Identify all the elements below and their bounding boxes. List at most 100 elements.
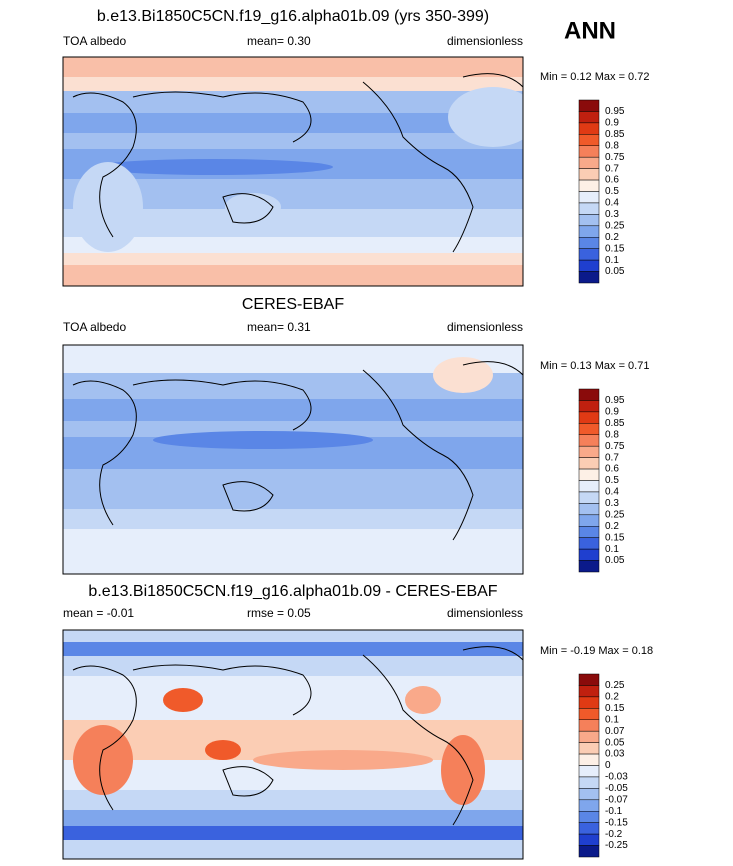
colorbar-box: [578, 480, 600, 493]
colorbar-label: 0.4: [605, 487, 619, 498]
colorbar-box: [578, 788, 600, 801]
colorbar-box: [578, 468, 600, 481]
colorbar-label: 0.7: [605, 452, 619, 463]
colorbar-label: 0.25: [605, 680, 625, 691]
colorbar-box: [578, 765, 600, 778]
colorbar-box: [578, 156, 600, 169]
subtitle-left: TOA albedo: [63, 320, 126, 334]
colorbar-label: 0.5: [605, 475, 619, 486]
colorbar-box: [578, 259, 600, 272]
colorbar-label: -0.15: [605, 817, 628, 828]
colorbar-box: [578, 730, 600, 743]
colorbar-box: [578, 99, 600, 112]
colorbar-label: 0.8: [605, 429, 619, 440]
panel-title: b.e13.Bi1850C5CN.f19_g16.alpha01b.09 - C…: [88, 583, 497, 600]
colorbar-box: [578, 526, 600, 538]
map-frame: [62, 344, 524, 575]
subtitle-center: rmse = 0.05: [247, 606, 311, 620]
colorbar-box: [578, 560, 600, 573]
colorbar-box: [578, 685, 600, 698]
subtitle-right: dimensionless: [447, 34, 523, 48]
colorbar-box: [578, 168, 600, 181]
colorbar-label: 0.75: [605, 441, 625, 452]
colorbar-box: [578, 548, 600, 561]
colorbar-box: [578, 708, 600, 720]
colorbar-label: 0.75: [605, 152, 625, 163]
subtitle-left: mean = -0.01: [63, 606, 134, 620]
colorbar-label: -0.05: [605, 783, 628, 794]
min-max: Min = -0.19 Max = 0.18: [540, 645, 653, 657]
colorbar-box: [578, 537, 600, 550]
panel-title: CERES-EBAF: [242, 296, 344, 313]
colorbar-label: 0: [605, 760, 611, 771]
colorbar-label: 0.9: [605, 407, 619, 418]
colorbar-label: 0.6: [605, 175, 619, 186]
colorbar-box: [578, 122, 600, 135]
colorbar-label: 0.7: [605, 163, 619, 174]
colorbar-box: [578, 811, 600, 823]
colorbar-box: [578, 753, 600, 766]
colorbar-label: 0.03: [605, 749, 625, 760]
subtitle-right: dimensionless: [447, 606, 523, 620]
colorbar-label: 0.8: [605, 140, 619, 151]
colorbar-label: 0.85: [605, 129, 625, 140]
colorbar-box: [578, 202, 600, 215]
colorbar-label: -0.03: [605, 772, 628, 783]
map: [63, 630, 523, 859]
colorbar-label: 0.1: [605, 255, 619, 266]
colorbar-label: 0.2: [605, 521, 619, 532]
colorbar-box: [578, 742, 600, 755]
season-label: ANN: [564, 17, 616, 44]
map-frame: [62, 56, 524, 287]
colorbar-label: 0.15: [605, 532, 625, 543]
colorbar-box: [578, 673, 600, 686]
colorbar-label: 0.25: [605, 509, 625, 520]
colorbar-box: [578, 145, 600, 158]
colorbar-box: [578, 111, 600, 124]
colorbar-label: 0.9: [605, 118, 619, 129]
map: [63, 57, 523, 286]
colorbar-label: 0.5: [605, 186, 619, 197]
colorbar-label: 0.3: [605, 498, 619, 509]
colorbar-label: 0.6: [605, 464, 619, 475]
colorbar-box: [578, 822, 600, 835]
colorbar-label: 0.1: [605, 544, 619, 555]
colorbar-box: [578, 799, 600, 812]
colorbar-label: 0.4: [605, 198, 619, 209]
colorbar-box: [578, 388, 600, 401]
map: [63, 345, 523, 574]
colorbar-label: 0.95: [605, 395, 625, 406]
colorbar-label: 0.85: [605, 418, 625, 429]
colorbar-box: [578, 696, 600, 709]
colorbar-box: [578, 237, 600, 249]
colorbar-label: 0.15: [605, 703, 625, 714]
colorbar-box: [578, 833, 600, 846]
colorbar-label: 0.05: [605, 555, 625, 566]
colorbar-box: [578, 225, 600, 238]
colorbar-box: [578, 845, 600, 858]
colorbar-label: 0.1: [605, 714, 619, 725]
colorbar-label: -0.25: [605, 840, 628, 851]
colorbar-label: -0.2: [605, 829, 623, 840]
colorbar-label: -0.07: [605, 794, 628, 805]
colorbar-label: 0.15: [605, 243, 625, 254]
colorbar-label: 0.07: [605, 726, 625, 737]
colorbar-box: [578, 271, 600, 284]
colorbar-box: [578, 400, 600, 413]
colorbar-box: [578, 503, 600, 516]
colorbar-box: [578, 719, 600, 732]
colorbar-box: [578, 179, 600, 192]
colorbar-box: [578, 434, 600, 447]
colorbar-box: [578, 191, 600, 204]
colorbar-box: [578, 248, 600, 261]
subtitle-left: TOA albedo: [63, 34, 126, 48]
colorbar-box: [578, 214, 600, 227]
colorbar-box: [578, 514, 600, 527]
subtitle-right: dimensionless: [447, 320, 523, 334]
colorbar-box: [578, 776, 600, 789]
map-frame: [62, 629, 524, 860]
colorbar-box: [578, 411, 600, 424]
subtitle-center: mean= 0.31: [247, 320, 311, 334]
subtitle-center: mean= 0.30: [247, 34, 311, 48]
